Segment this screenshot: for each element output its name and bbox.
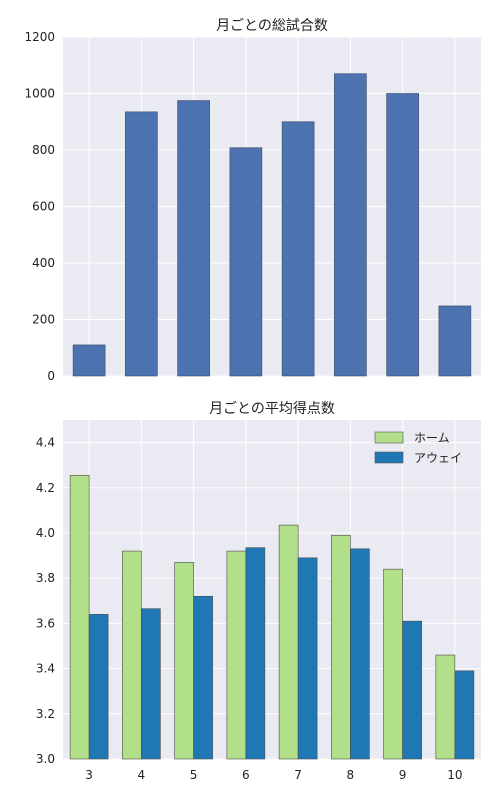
y-tick-label: 3.8 — [36, 571, 55, 585]
bar-home — [383, 568, 403, 760]
bar-total-matches — [125, 111, 158, 377]
bar-away — [88, 614, 109, 760]
bar-total-matches — [281, 121, 315, 377]
average-points-chart: 月ごとの平均得点数 3.0 3.2 3.4 3.6 3.8 4.0 4.2 4.4 3 4 5 6 7… — [36, 400, 481, 782]
x-tick-label: 3 — [85, 768, 93, 782]
bar-away — [193, 595, 213, 760]
y-tick-label: 3.2 — [36, 707, 55, 721]
y-tick-label: 3.4 — [36, 662, 55, 676]
legend-label-home: ホーム — [414, 431, 450, 445]
x-tick-label: 5 — [190, 768, 198, 782]
bar-total-matches — [177, 100, 210, 377]
chart1-title: 月ごとの総試合数 — [216, 18, 328, 34]
y-tick-label: 1200 — [24, 30, 55, 44]
x-tick-label: 4 — [138, 768, 146, 782]
y-tick-label: 800 — [32, 143, 55, 157]
chart2-bars — [69, 475, 475, 760]
bar-total-matches — [72, 344, 106, 377]
total-matches-chart: 月ごとの総試合数 0 200 400 600 800 1000 1200 — [24, 18, 481, 383]
bar-away — [245, 547, 266, 760]
y-tick-label: 4.2 — [36, 481, 55, 495]
y-tick-label: 400 — [32, 256, 55, 270]
bar-home — [69, 475, 90, 760]
bar-home — [174, 562, 194, 760]
bar-total-matches — [334, 73, 367, 377]
bar-away — [454, 670, 475, 760]
legend-swatch-away — [374, 451, 404, 464]
bar-total-matches — [229, 147, 263, 377]
y-tick-label: 3.6 — [36, 616, 55, 630]
y-tick-label: 200 — [32, 313, 55, 327]
x-tick-label: 6 — [242, 768, 250, 782]
chart2-title: 月ごとの平均得点数 — [209, 400, 335, 417]
legend-label-away: アウェイ — [414, 451, 462, 465]
y-tick-label: 4.0 — [36, 526, 55, 540]
chart1-bars — [72, 73, 472, 377]
x-tick-label: 10 — [447, 768, 462, 782]
x-tick-label: 9 — [399, 768, 407, 782]
legend-swatch-home — [374, 431, 404, 444]
y-tick-label: 600 — [32, 200, 55, 214]
bar-away — [350, 548, 370, 760]
bar-home — [278, 524, 299, 760]
bar-away — [141, 608, 161, 760]
chart2-x-ticks: 3 4 5 6 7 8 9 10 — [85, 768, 462, 782]
y-tick-label: 0 — [47, 369, 55, 383]
chart2-legend: ホーム アウェイ — [374, 431, 462, 465]
y-tick-label: 4.4 — [36, 436, 55, 450]
bar-away — [297, 557, 318, 760]
bar-total-matches — [386, 93, 419, 377]
chart1-y-ticks: 0 200 400 600 800 1000 1200 — [24, 30, 55, 383]
bar-home — [331, 534, 351, 760]
bar-home — [435, 654, 456, 760]
y-tick-label: 1000 — [24, 87, 55, 101]
bar-home — [226, 550, 247, 760]
bar-home — [122, 550, 142, 760]
bar-total-matches — [438, 305, 472, 377]
bar-away — [402, 620, 422, 760]
x-tick-label: 8 — [347, 768, 355, 782]
x-tick-label: 7 — [294, 768, 302, 782]
chart2-y-ticks: 3.0 3.2 3.4 3.6 3.8 4.0 4.2 4.4 — [36, 436, 55, 766]
y-tick-label: 3.0 — [36, 752, 55, 766]
